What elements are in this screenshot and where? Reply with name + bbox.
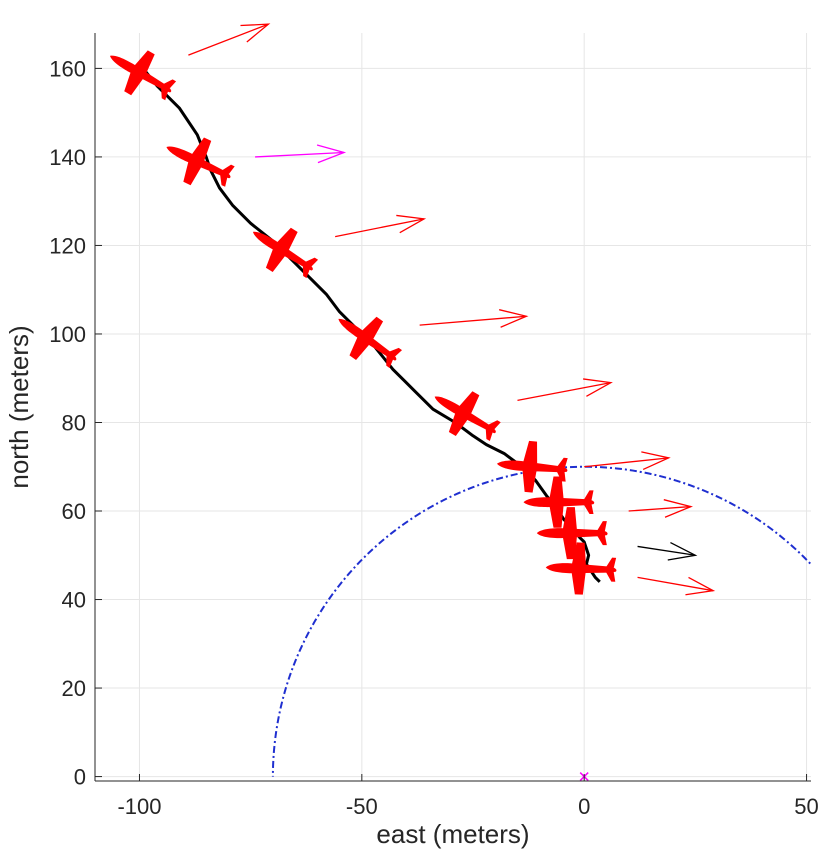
wind-arrow-shaft	[628, 505, 691, 512]
wind-arrow-shaft	[419, 315, 527, 326]
aircraft-wing	[124, 50, 155, 96]
aircraft-icon	[110, 50, 177, 101]
y-tick-label: 140	[49, 145, 86, 170]
wind-arrow-shaft	[335, 218, 425, 238]
aircraft-fuselage	[252, 231, 313, 271]
aircraft-icon	[496, 440, 568, 493]
y-tick-label: 40	[62, 588, 86, 613]
aircraft-wing	[549, 476, 564, 528]
aircraft-tail	[386, 347, 403, 368]
y-axis-label: north (meters)	[4, 325, 34, 488]
wind-arrow-head	[667, 541, 698, 561]
aircraft-icon	[166, 137, 235, 187]
aircraft-tail	[596, 521, 607, 546]
aircraft-fuselage	[496, 460, 568, 473]
aircraft-tail	[485, 420, 501, 442]
aircraft-icon	[434, 391, 501, 442]
aircraft-tail	[605, 557, 617, 582]
aircraft-wing	[448, 391, 480, 437]
loiter-circle	[271, 465, 811, 777]
aircraft-wing	[522, 440, 538, 493]
aircraft-icon	[338, 316, 403, 368]
wind-arrow	[335, 214, 427, 238]
wind-arrow-head	[316, 144, 347, 164]
aircraft-tail	[556, 457, 568, 482]
x-tick-label: -100	[117, 794, 161, 819]
wind-arrow-head	[240, 23, 271, 43]
aircraft-fuselage	[545, 563, 617, 574]
wind-arrow-shaft	[637, 545, 696, 556]
aircraft-fuselage	[523, 497, 595, 508]
wind-arrow	[628, 499, 693, 518]
aircraft-markers	[110, 50, 617, 595]
aircraft-wing	[562, 507, 577, 560]
wind-arrow	[188, 23, 271, 56]
aircraft-wing	[265, 227, 298, 272]
aircraft-fuselage	[166, 146, 231, 179]
wind-arrow	[255, 144, 347, 164]
x-tick-label: 0	[578, 794, 590, 819]
aircraft-fuselage	[434, 396, 496, 434]
y-tick-label: 0	[74, 765, 86, 790]
y-tick-label: 20	[62, 676, 86, 701]
y-tick-label: 60	[62, 499, 86, 524]
x-axis-label: east (meters)	[376, 819, 529, 849]
aircraft-icon	[545, 542, 617, 595]
wind-arrow-head	[663, 499, 693, 518]
wind-arrow	[637, 576, 716, 596]
aircraft-tail	[583, 490, 594, 514]
wind-arrow	[517, 378, 613, 401]
wind-arrows	[188, 23, 716, 596]
wind-arrow-head	[583, 378, 613, 397]
aircraft-fuselage	[536, 528, 608, 539]
x-tick-label: 50	[794, 794, 818, 819]
wind-arrow-shaft	[584, 457, 669, 468]
flight-path	[138, 63, 601, 583]
axes	[94, 33, 811, 782]
wind-arrow-head	[685, 576, 716, 596]
wind-arrow-shaft	[517, 382, 611, 401]
y-tick-label: 120	[49, 233, 86, 258]
aircraft-icon	[523, 476, 595, 528]
y-tick-label: 80	[62, 410, 86, 435]
wind-arrow-head	[396, 214, 427, 234]
x-tick-label: -50	[346, 794, 378, 819]
wind-arrow	[584, 451, 671, 471]
wind-arrow-shaft	[255, 151, 345, 158]
y-tick-label: 100	[49, 322, 86, 347]
wind-arrow-shaft	[637, 576, 714, 592]
tick-labels: -100 -50 0 50 0 20 40 60 80 100 120 140 160	[49, 56, 819, 819]
aircraft-wing	[571, 542, 586, 595]
wind-arrow-head	[641, 451, 671, 471]
aircraft-icon	[536, 507, 608, 560]
aircraft-fuselage	[110, 55, 172, 93]
wind-arrow-shaft	[188, 23, 269, 56]
y-tick-label: 160	[49, 56, 86, 81]
grid	[95, 33, 811, 781]
wind-arrow-head	[499, 309, 529, 328]
aircraft-tail	[220, 164, 235, 187]
wind-arrow	[637, 541, 698, 561]
aircraft-fuselage	[338, 318, 397, 361]
aircraft-icon	[252, 227, 319, 279]
loiter-circle-arc	[271, 465, 811, 777]
aircraft-tail	[302, 257, 319, 279]
aircraft-wing	[349, 316, 384, 360]
wind-arrow	[419, 309, 529, 328]
aircraft-wing	[183, 137, 212, 186]
aircraft-tail	[161, 79, 177, 101]
flight-path-line	[138, 63, 601, 583]
